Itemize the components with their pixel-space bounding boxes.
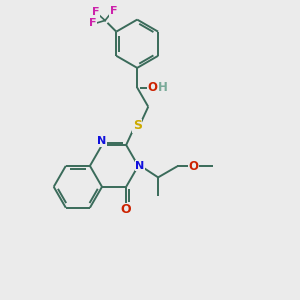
Text: O: O — [189, 160, 199, 173]
Text: N: N — [135, 161, 144, 171]
Text: O: O — [121, 203, 131, 216]
Text: N: N — [97, 136, 106, 146]
Text: F: F — [110, 6, 117, 16]
Text: F: F — [89, 18, 97, 28]
Text: S: S — [133, 119, 142, 132]
Text: F: F — [92, 7, 99, 17]
Text: H: H — [158, 80, 168, 94]
Text: O: O — [147, 81, 157, 94]
